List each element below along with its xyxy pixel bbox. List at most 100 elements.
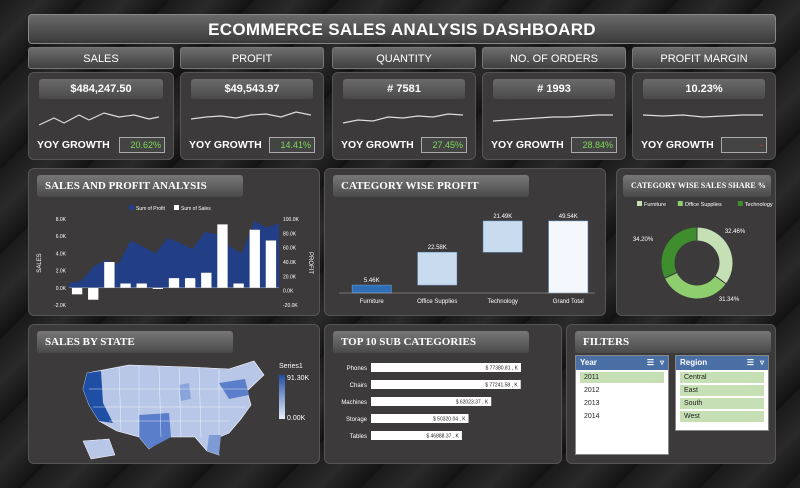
dashboard-title: ECOMMERCE SALES ANALYSIS DASHBOARD: [28, 14, 776, 44]
state-florida[interactable]: [207, 435, 221, 455]
y2-tick-label: 60.0K: [283, 246, 297, 252]
legend-swatch-profit: [129, 205, 134, 210]
y2-tick-label: -20.0K: [283, 303, 298, 309]
year-item[interactable]: 2012: [584, 387, 600, 394]
y2-tick-label: 100.0K: [283, 217, 300, 223]
map-land: [82, 360, 265, 456]
region-item[interactable]: South: [680, 398, 764, 409]
sparkline: [191, 111, 311, 120]
sales-bar: [152, 287, 164, 289]
donut-slice: [660, 226, 698, 279]
y-axis-label: SALES: [37, 253, 43, 272]
legend-swatch: [637, 201, 642, 206]
category-profit-panel: CATEGORY WISE PROFIT 5.46K Furniture 22.58…: [324, 168, 606, 316]
sales-bar: [71, 287, 83, 295]
bar-data-label: 21.49K: [493, 214, 512, 220]
category-label: Chairs: [350, 383, 367, 389]
yoy-label: YOY GROWTH: [491, 139, 564, 151]
x-tick-label: Office Supplies: [417, 299, 457, 305]
profit-area: [69, 220, 279, 288]
legend-swatch-sales: [174, 205, 179, 210]
year-item[interactable]: 2014: [584, 413, 600, 420]
state-california[interactable]: [83, 371, 113, 423]
year-slicer-title: Year: [580, 358, 597, 367]
map-legend-max: 91.30K: [287, 375, 310, 382]
year-slicer-header: Year ☰ ▿: [576, 356, 668, 370]
multi-select-icon[interactable]: ☰: [646, 358, 654, 367]
bar-data-label: 5.46K: [364, 278, 380, 284]
clear-filter-icon[interactable]: ▿: [759, 358, 764, 367]
year-item[interactable]: 2011: [580, 372, 664, 383]
y2-tick-label: 20.0K: [283, 274, 297, 280]
subcategory-bar: [371, 397, 492, 406]
y-tick-label: 8.0K: [56, 217, 67, 223]
category-label: Phones: [347, 366, 367, 372]
us-map: [82, 360, 265, 460]
map-legend-title: Series1: [279, 363, 303, 370]
legend-swatch: [737, 201, 743, 206]
sales-bar: [136, 283, 147, 288]
region-slicer-title: Region: [680, 358, 708, 367]
clear-filter-icon[interactable]: ▿: [659, 358, 664, 367]
yoy-label: YOY GROWTH: [341, 139, 414, 151]
section-title: SALES AND PROFIT ANALYSIS: [37, 175, 243, 197]
bar-data-label: 49.54K: [559, 214, 578, 220]
bar-data-label: $ 50320.04 , K: [433, 417, 466, 423]
y2-tick-label: 40.0K: [283, 260, 297, 266]
top10-panel: TOP 10 SUB CATEGORIES Phones $ 77380.81 ,…: [324, 324, 562, 464]
bar-data-label: 22.58K: [428, 245, 447, 251]
top10-chart: Phones $ 77380.81 , K Chairs $ 77241.58 , K…: [341, 363, 521, 440]
x-tick-label: Furniture: [360, 299, 385, 305]
subcategory-bar: [371, 363, 521, 372]
sparkline: [493, 114, 613, 122]
sales-state-panel: SALES BY STATE Series1 91.30K 0.00K: [28, 324, 320, 464]
category-profit-bar: [548, 220, 589, 294]
legend-label-sales: Sum of Sales: [181, 206, 211, 212]
y-tick-label: 6.0K: [56, 234, 67, 240]
kpi-header-profit: PROFIT: [180, 47, 324, 69]
legend-label: Furniture: [644, 202, 666, 208]
section-title: CATEGORY WISE SALES SHARE %: [623, 175, 771, 197]
year-item[interactable]: 2013: [584, 400, 600, 407]
region-item[interactable]: West: [680, 411, 764, 422]
state-texas[interactable]: [139, 413, 171, 449]
sales-profit-chart: Sum of Profit Sum of Sales -2.0K 0.0K 2.0K 4.…: [37, 205, 313, 309]
state-alaska[interactable]: [82, 438, 116, 460]
yoy-label: YOY GROWTH: [189, 139, 262, 151]
bar-data-label: $ 77241.58 , K: [485, 383, 518, 389]
region-slicer-header: Region ☰ ▿: [676, 356, 768, 370]
y-tick-label: 0.0K: [56, 286, 67, 292]
region-item[interactable]: Central: [680, 372, 764, 383]
section-title: FILTERS: [575, 331, 771, 353]
x-tick-label: Grand Total: [553, 299, 584, 305]
y-tick-label: 2.0K: [56, 269, 67, 275]
kpi-value: # 1993: [493, 79, 615, 99]
yoy-value: -: [721, 137, 767, 153]
bar-data-label: $ 62023.37 , K: [456, 400, 489, 406]
category-profit-chart: 5.46K Furniture 22.58K Office Supplies 21.49…: [339, 214, 595, 305]
category-label: Tables: [350, 434, 367, 440]
sales-bar: [184, 278, 196, 288]
region-slicer: Region ☰ ▿ Central East South West: [675, 355, 769, 431]
region-item[interactable]: East: [680, 385, 764, 396]
category-label: Storage: [346, 417, 368, 423]
multi-select-icon[interactable]: ☰: [746, 358, 754, 367]
y2-tick-label: 0.0K: [283, 289, 294, 295]
state-illinois[interactable]: [179, 383, 191, 401]
kpi-card-profit: $49,543.97 YOY GROWTH 14.41%: [180, 72, 324, 160]
kpi-header-quantity: QUANTITY: [332, 47, 476, 69]
sales-bar: [120, 283, 131, 288]
sales-bar: [88, 287, 99, 300]
sales-bar: [201, 272, 212, 288]
sparkline: [39, 112, 159, 126]
y2-tick-label: 80.0K: [283, 231, 297, 237]
bar-data-label: $ 46888.37 , K: [426, 434, 459, 440]
sales-bar: [233, 283, 244, 288]
sales-profit-panel: SALES AND PROFIT ANALYSIS Sum of Profit S…: [28, 168, 320, 316]
legend-label: Office Supplies: [685, 202, 722, 208]
category-label: Machines: [341, 400, 367, 406]
y2-axis-label: PROFIT: [307, 252, 313, 274]
yoy-label: YOY GROWTH: [37, 139, 110, 151]
bar-data-label: $ 77380.81 , K: [485, 366, 518, 372]
yoy-label: YOY GROWTH: [641, 139, 714, 151]
